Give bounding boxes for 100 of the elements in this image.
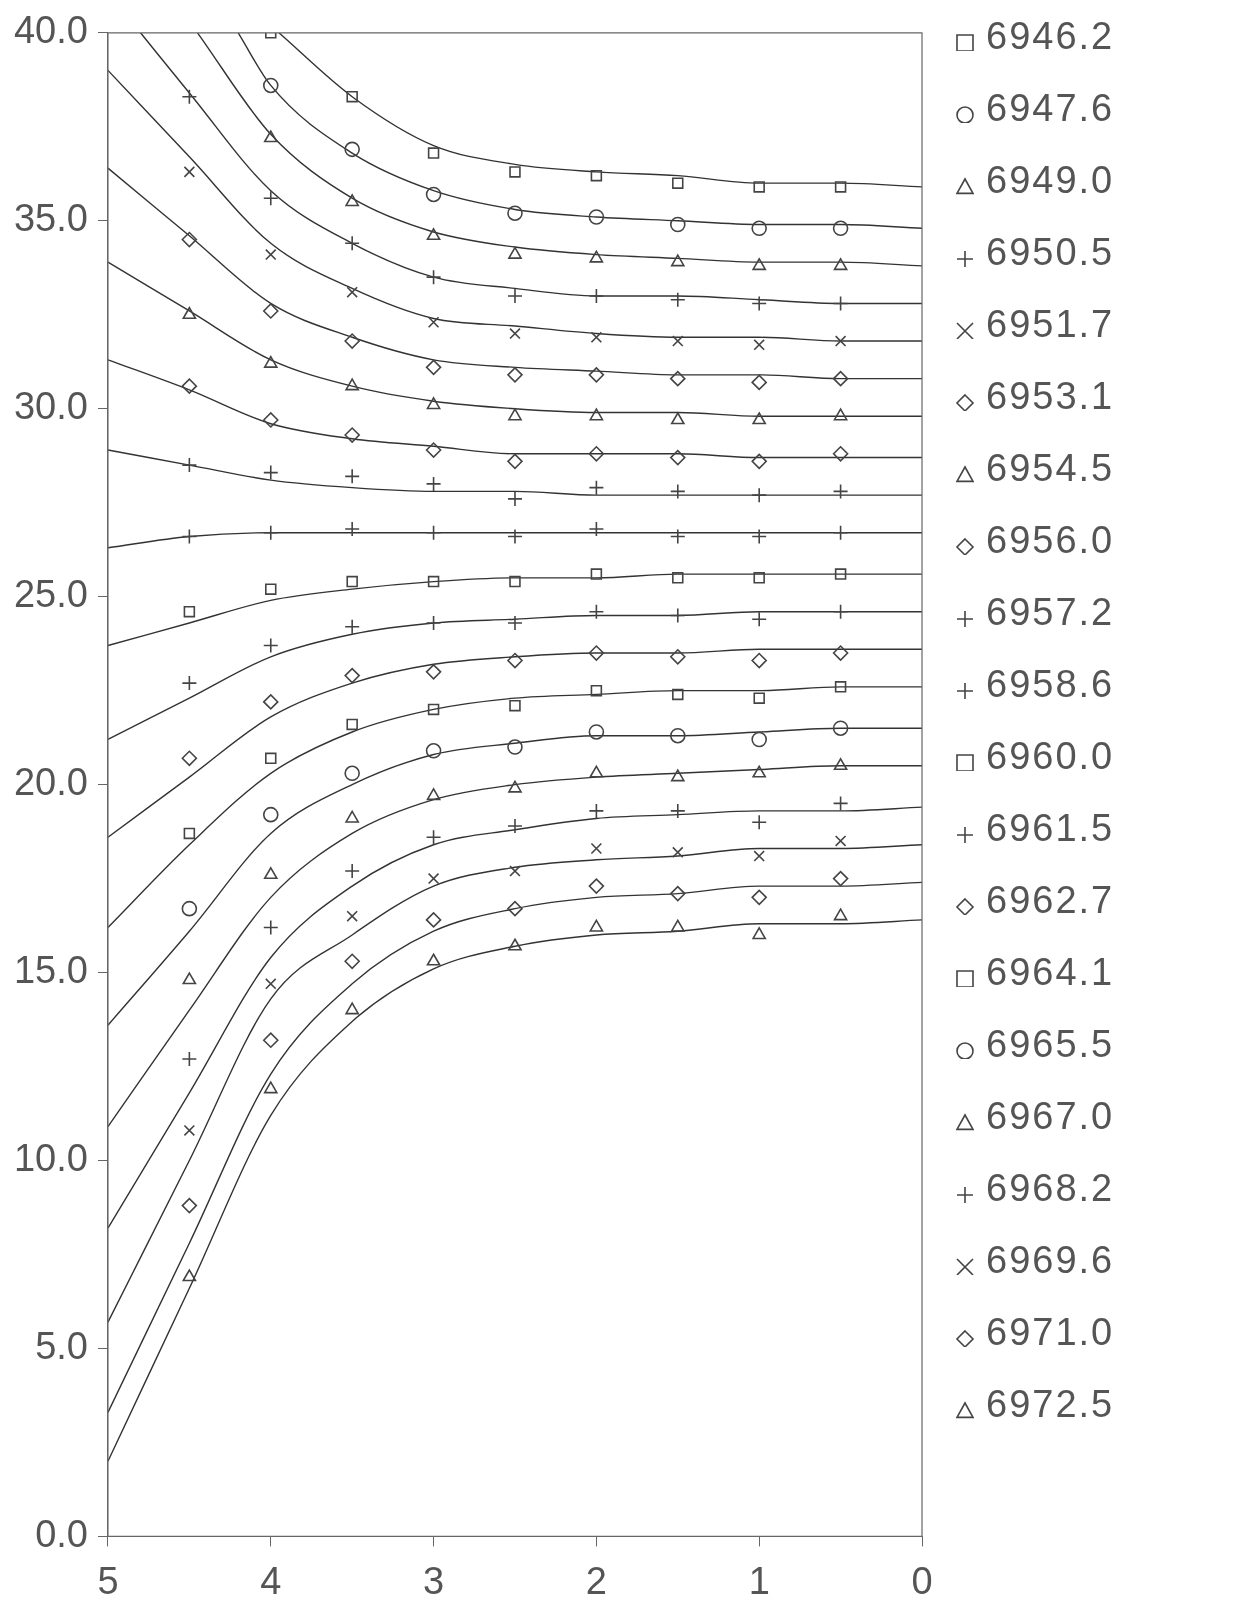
point (588, 446, 605, 462)
point (589, 919, 604, 932)
point (751, 374, 767, 391)
legend-label: 6954.5 (986, 446, 1115, 490)
y-tick-label: 40.0 (13, 9, 88, 52)
point (425, 476, 442, 492)
point (588, 367, 605, 383)
line-series (139, 32, 922, 305)
point (832, 370, 849, 387)
point (344, 765, 360, 782)
point (832, 870, 849, 887)
point (425, 442, 442, 458)
point (345, 810, 360, 823)
legend-label: 6962.7 (986, 878, 1115, 922)
point (753, 181, 765, 193)
point (753, 339, 765, 351)
point (262, 303, 279, 319)
point (183, 166, 196, 178)
point (832, 524, 849, 541)
x-tick-label: 3 (423, 1559, 445, 1602)
line-series (107, 806, 922, 1229)
legend-label: 6961.5 (986, 806, 1115, 850)
legend-label: 6957.2 (986, 590, 1115, 634)
point (344, 333, 360, 349)
point (833, 408, 848, 421)
point (832, 446, 849, 462)
point (426, 227, 441, 241)
point (669, 648, 686, 665)
point (508, 780, 522, 793)
point (834, 568, 847, 580)
point (670, 919, 685, 932)
y-tick-label: 0.0 (35, 1512, 88, 1555)
point (590, 331, 603, 344)
line-series (107, 610, 922, 741)
point (672, 335, 684, 347)
point (507, 453, 523, 470)
x-tick-label: 1 (748, 1559, 770, 1602)
point (345, 194, 360, 207)
x-tick-label: 5 (97, 1559, 119, 1602)
point (753, 850, 765, 862)
point (265, 248, 277, 261)
line-series (107, 449, 922, 496)
legend-label: 6968.2 (986, 1166, 1115, 1210)
point (263, 867, 278, 880)
point (588, 803, 605, 819)
legend-label: 6969.6 (986, 1238, 1115, 1282)
point (262, 464, 279, 481)
point (425, 186, 442, 203)
point (589, 408, 604, 421)
point (832, 603, 849, 620)
point (265, 978, 277, 990)
legend-label: 6958.6 (986, 662, 1115, 706)
point (672, 177, 684, 189)
point (832, 795, 849, 812)
y-tick-label: 15.0 (13, 949, 88, 992)
x-tick-label: 2 (585, 1559, 607, 1602)
point (672, 846, 684, 859)
y-tick-label: 5.0 (35, 1324, 88, 1367)
point (425, 359, 442, 376)
point (262, 77, 279, 94)
point (346, 575, 358, 588)
line-series (107, 844, 922, 1323)
point (509, 166, 521, 178)
point (425, 829, 442, 846)
point (262, 1032, 279, 1049)
y-tick-label: 35.0 (13, 197, 88, 240)
point (425, 912, 442, 928)
point (834, 835, 847, 847)
point (833, 908, 848, 921)
y-tick-label: 25.0 (13, 573, 88, 616)
point (588, 603, 605, 620)
point (507, 739, 523, 755)
point (752, 412, 767, 425)
point (669, 607, 686, 624)
legend-label: 6949.0 (986, 158, 1115, 202)
point (669, 449, 686, 466)
point (669, 727, 686, 744)
point (670, 254, 685, 267)
point (425, 742, 442, 759)
point (588, 878, 605, 894)
point (669, 216, 686, 233)
point (509, 699, 521, 712)
legend-label: 6972.5 (986, 1382, 1115, 1426)
point (669, 483, 686, 500)
point (181, 528, 198, 545)
point (262, 190, 279, 206)
legend-label: 6946.2 (986, 14, 1115, 58)
point (182, 972, 197, 985)
point (669, 370, 686, 387)
point (346, 910, 358, 922)
point (182, 1269, 197, 1282)
legend-label: 6960.0 (986, 734, 1115, 778)
point (751, 220, 767, 237)
point (263, 355, 278, 368)
point (263, 130, 278, 143)
point (509, 327, 521, 340)
point (751, 652, 767, 669)
point (181, 231, 198, 248)
point (670, 412, 685, 425)
legend-label: 6956.0 (986, 518, 1115, 562)
